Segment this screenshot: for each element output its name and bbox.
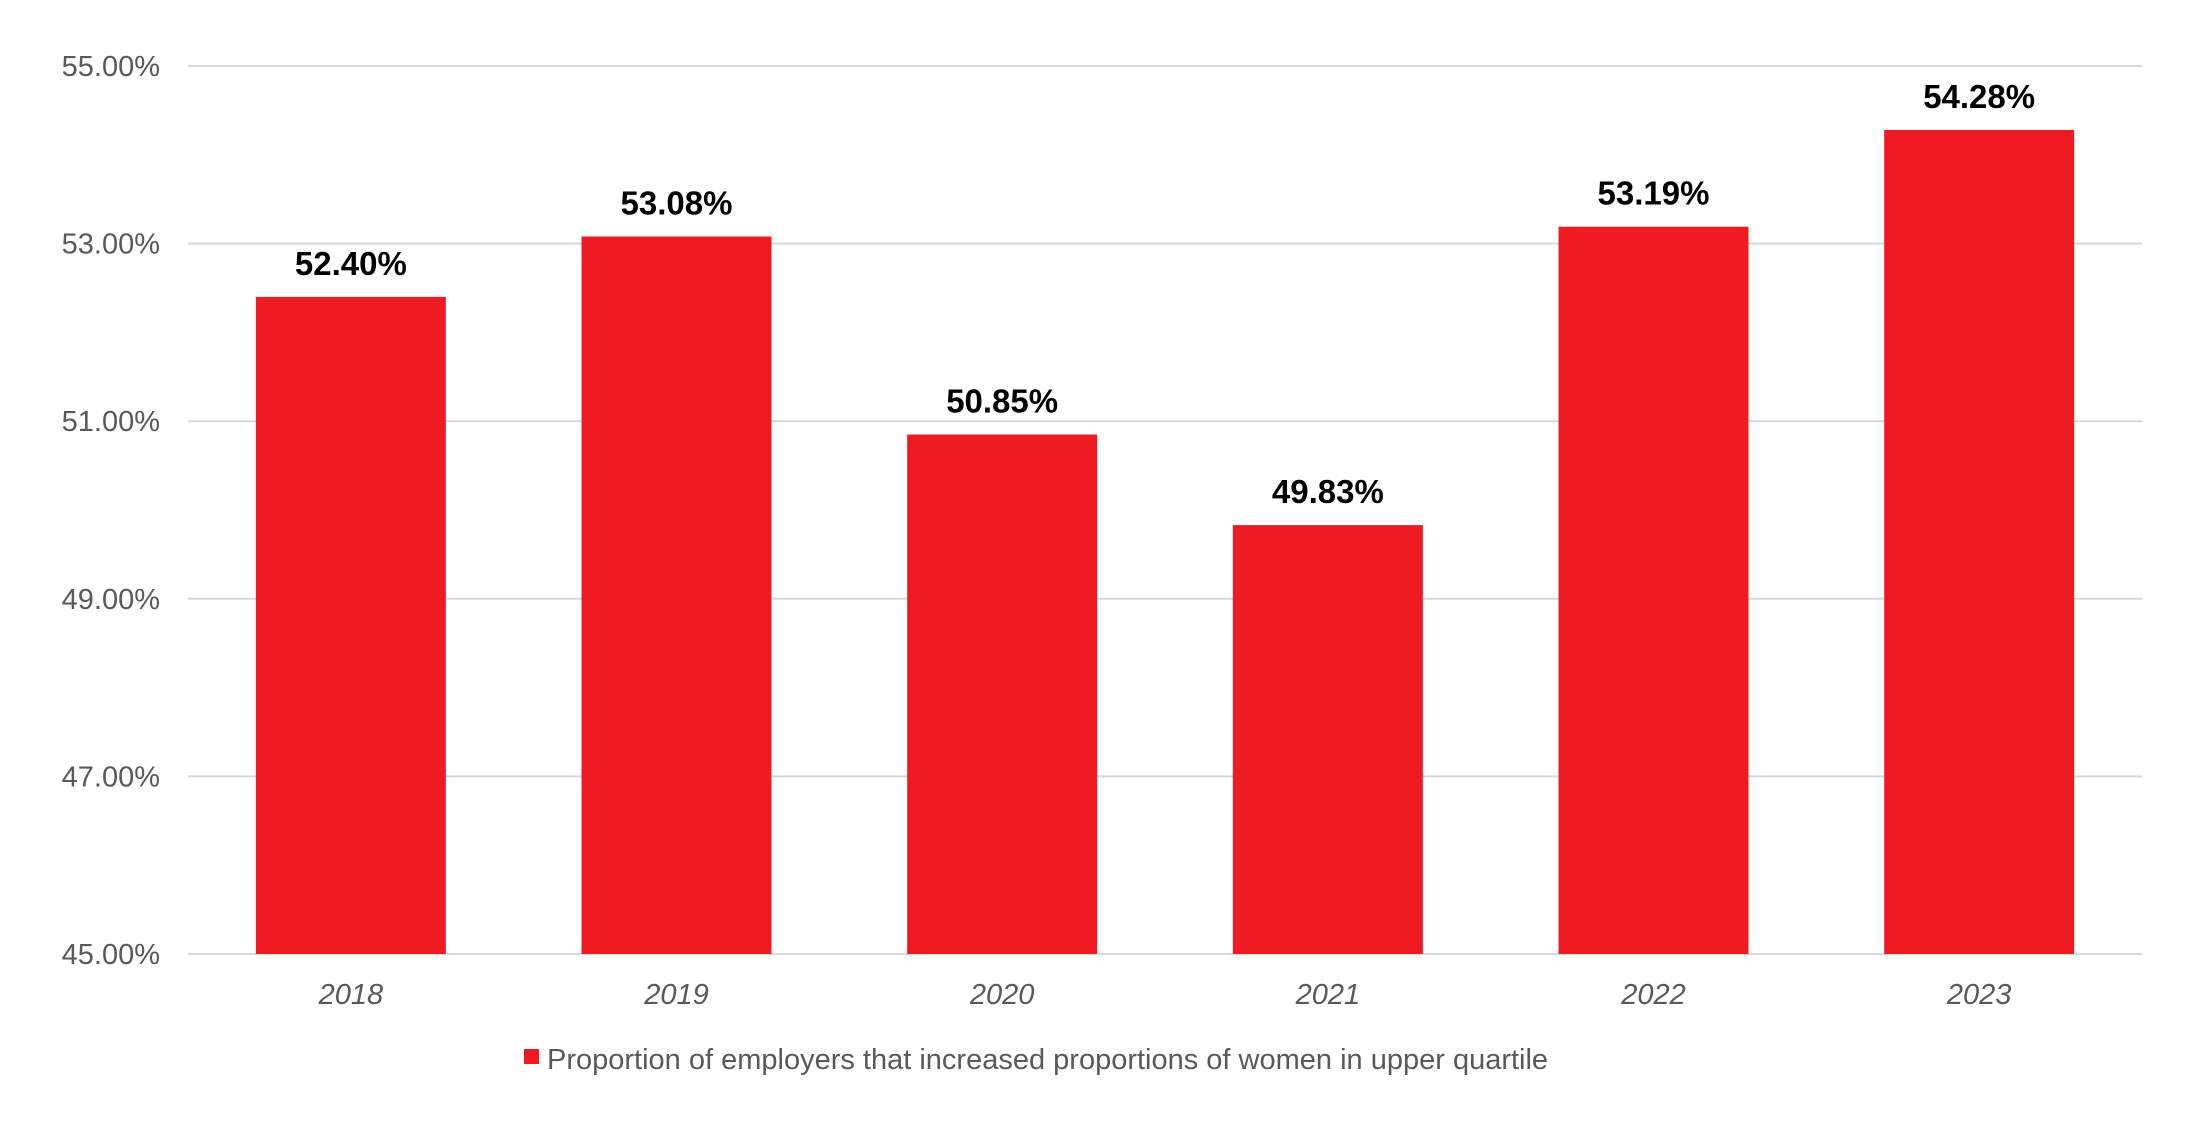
- data-label-2019: 53.08%: [621, 184, 733, 221]
- x-tick-label: 2022: [1620, 979, 1686, 1011]
- data-label-2023: 54.28%: [1923, 78, 2035, 115]
- y-tick-label: 47.00%: [62, 761, 160, 793]
- y-axis-ticks: 45.00% 47.00% 49.00% 51.00% 53.00% 55.00%: [62, 51, 160, 971]
- bar-2020: [907, 434, 1098, 954]
- bar-2019: [581, 236, 772, 955]
- y-tick-label: 49.00%: [62, 584, 160, 616]
- bar-2021: [1232, 525, 1423, 954]
- data-label-2018: 52.40%: [295, 245, 407, 282]
- legend: Proportion of employers that increased p…: [524, 1044, 1548, 1076]
- x-tick-label: 2019: [643, 979, 709, 1011]
- y-tick-label: 55.00%: [62, 51, 160, 83]
- x-axis-ticks: 2018 2019 2020 2021 2022 2023: [318, 979, 2012, 1011]
- gridlines: [188, 65, 2142, 955]
- bar-2022: [1558, 226, 1749, 954]
- y-tick-label: 51.00%: [62, 406, 160, 438]
- x-tick-label: 2023: [1946, 979, 2012, 1011]
- bar-2023: [1884, 129, 2075, 954]
- x-tick-label: 2018: [318, 979, 384, 1011]
- data-label-2021: 49.83%: [1272, 473, 1384, 510]
- data-label-2020: 50.85%: [946, 383, 1058, 420]
- bar-2018: [255, 296, 446, 954]
- data-labels: 52.40% 53.08% 50.85% 49.83% 53.19% 54.28%: [295, 78, 2035, 510]
- legend-label: Proportion of employers that increased p…: [547, 1044, 1548, 1076]
- legend-swatch: [524, 1049, 539, 1064]
- data-label-2022: 53.19%: [1598, 175, 1710, 212]
- x-tick-label: 2020: [969, 979, 1035, 1011]
- x-tick-label: 2021: [1295, 979, 1361, 1011]
- y-tick-label: 45.00%: [62, 939, 160, 971]
- y-tick-label: 53.00%: [62, 229, 160, 261]
- bars: [255, 129, 2075, 955]
